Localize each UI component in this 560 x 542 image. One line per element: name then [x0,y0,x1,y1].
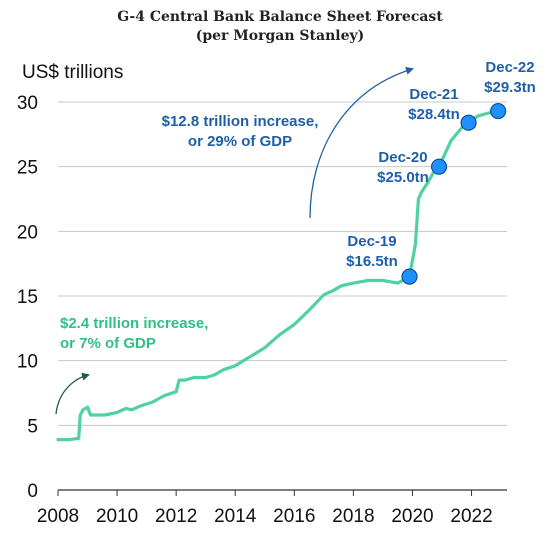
y-tick-5: 5 [27,416,38,437]
green-annotation-line-1: $2.4 trillion increase, [60,315,208,332]
x-tick-2016: 2016 [273,506,315,527]
x-tick-labels: 2008 2010 2012 2014 2016 2018 2020 2022 [37,490,493,527]
label-dec21-date: Dec-21 [409,86,458,103]
x-tick-2008: 2008 [37,506,79,527]
x-tick-2010: 2010 [96,506,138,527]
chart-subtitle: (per Morgan Stanley) [196,28,365,44]
blue-annotation-line-1: $12.8 trillion increase, [162,113,319,130]
y-tick-25: 25 [17,158,38,179]
label-dec21-value: $28.4tn [408,106,460,123]
series-line [56,109,500,442]
point-dec-20 [430,158,448,175]
y-tick-0: 0 [27,481,38,502]
x-tick-2012: 2012 [155,506,197,527]
x-tick-2020: 2020 [391,506,433,527]
point-dec-21 [460,114,477,131]
highlight-points [401,102,507,285]
gridlines [58,101,507,426]
x-tick-2018: 2018 [332,506,374,527]
x-tick-2014: 2014 [214,506,257,527]
label-dec19-date: Dec-19 [347,233,396,250]
green-annotation-line-2: or 7% of GDP [60,335,156,352]
chart-title: G-4 Central Bank Balance Sheet Forecast [117,9,443,25]
label-dec20-date: Dec-20 [378,149,427,166]
y-tick-30: 30 [17,93,38,114]
y-axis-label: US$ trillions [22,62,123,83]
label-dec22-value: $29.3tn [484,79,536,96]
y-tick-labels: 0 5 10 15 20 25 30 [17,93,38,502]
point-dec-19 [401,268,418,285]
label-dec20-value: $25.0tn [377,169,429,186]
y-tick-15: 15 [17,287,38,308]
label-dec22-date: Dec-22 [485,59,534,76]
green-increase-arrow [55,372,90,415]
blue-annotation-line-2: or 29% of GDP [188,133,292,150]
x-tick-2022: 2022 [450,506,492,527]
y-tick-20: 20 [17,222,38,243]
blue-increase-arrow [309,66,414,219]
y-tick-10: 10 [17,352,38,373]
label-dec19-value: $16.5tn [346,253,398,270]
point-dec-22 [490,102,507,120]
